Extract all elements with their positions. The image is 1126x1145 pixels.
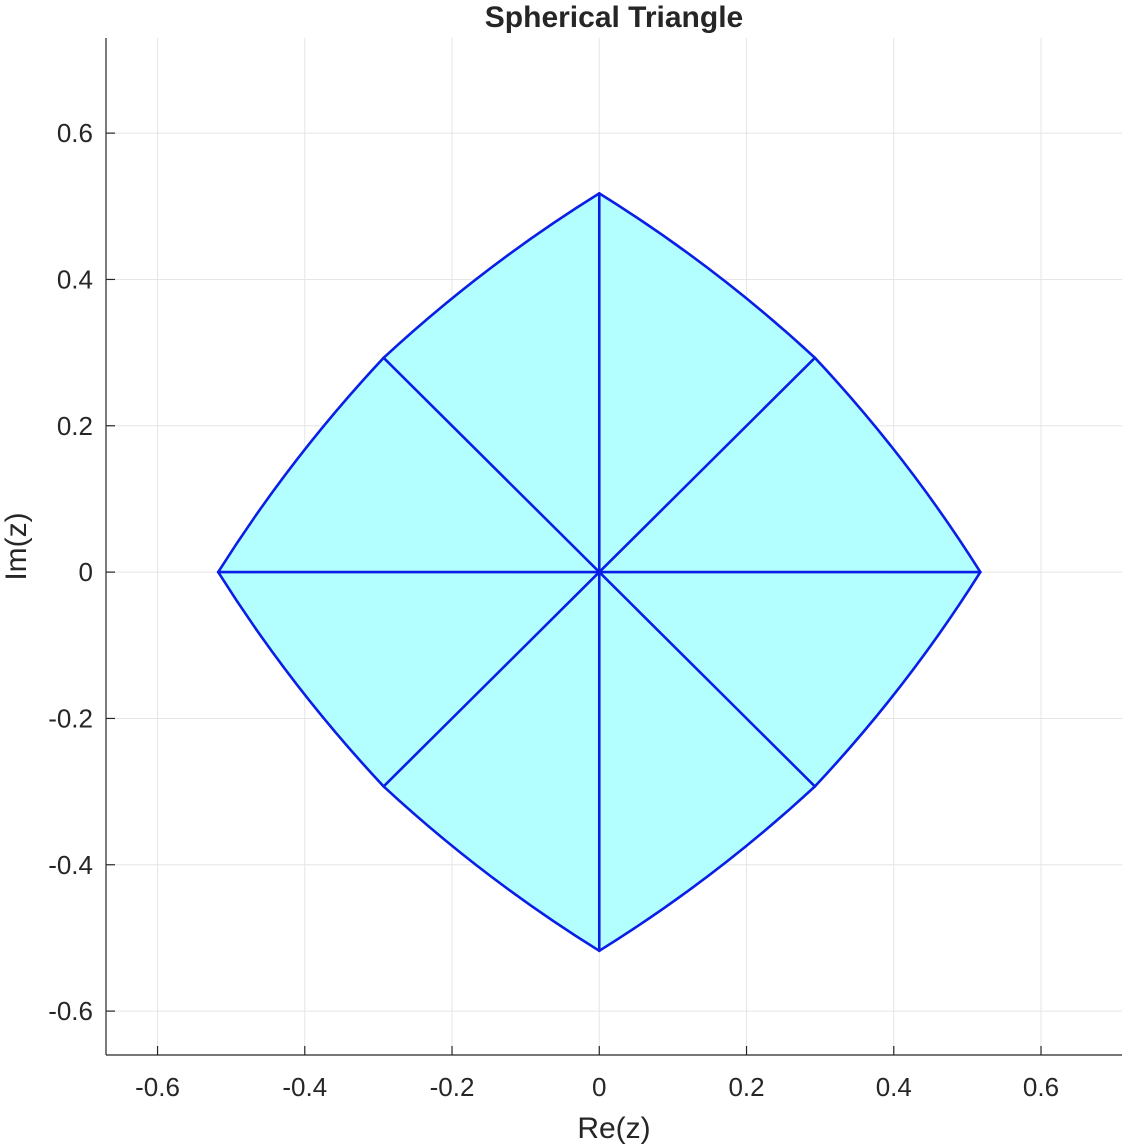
y-tick-labels: -0.6 -0.4 -0.2 0 0.2 0.4 0.6	[48, 118, 93, 1026]
triangle-outer-edge	[597, 192, 817, 360]
triangle-radial-edge	[597, 356, 817, 574]
chart-title: Spherical Triangle	[485, 1, 743, 34]
axes-frame	[105, 38, 1122, 1056]
triangle-outer-edge	[216, 570, 385, 788]
x-tick-label: 0	[592, 1072, 606, 1102]
y-tick-label: -0.4	[48, 850, 93, 880]
x-tick-label: 0.2	[728, 1072, 764, 1102]
triangle-outer-edge	[382, 785, 601, 953]
x-tick-label: -0.2	[430, 1072, 475, 1102]
x-axis-label: Re(z)	[577, 1112, 650, 1145]
y-tick-label: -0.6	[48, 996, 93, 1026]
triangle-outer-edge	[382, 192, 601, 360]
triangle-outer-edge	[813, 570, 982, 788]
triangle-radial-edge	[382, 570, 601, 788]
x-tick-labels: -0.6 -0.4 -0.2 0 0.2 0.4 0.6	[135, 1072, 1059, 1102]
y-axis-label: Im(z)	[0, 512, 33, 580]
triangle-outer-edge	[813, 356, 982, 574]
triangle-radial-edge	[597, 570, 817, 788]
y-tick-label: 0.4	[57, 264, 93, 294]
y-tick-label: 0.6	[57, 118, 93, 148]
y-tick-label: -0.2	[48, 703, 93, 733]
x-tick-label: 0.4	[876, 1072, 912, 1102]
y-tick-label: 0.2	[57, 411, 93, 441]
x-tick-label: -0.4	[282, 1072, 327, 1102]
y-tick-label: 0	[79, 557, 93, 587]
x-tick-label: 0.6	[1023, 1072, 1059, 1102]
triangle-outer-edge	[216, 356, 385, 574]
x-tick-label: -0.6	[135, 1072, 180, 1102]
triangle-radial-edge	[382, 356, 601, 574]
triangle-edge-layer	[216, 192, 982, 953]
triangle-outer-edge	[597, 785, 817, 953]
